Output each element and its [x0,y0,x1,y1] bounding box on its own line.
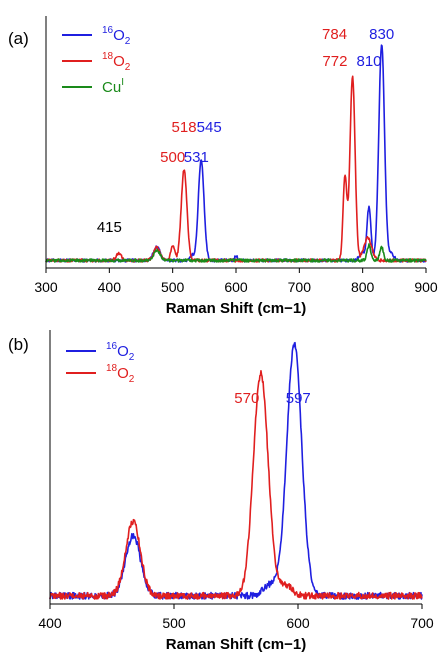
x-tick-label: 600 [224,279,248,295]
legend-label: 18O2 [106,363,135,385]
x-tick-label: 700 [410,615,434,631]
legend-label: 16O2 [102,25,131,47]
x-tick-label: 500 [161,279,185,295]
peak-annotation: 772 [322,53,347,70]
x-axis-title: Raman Shift (cm−1) [166,300,306,317]
x-tick-label: 800 [351,279,375,295]
peak-annotation: 810 [356,53,381,70]
peak-annotation: 518 [172,119,197,136]
peak-annotation: 500 [160,149,185,166]
series-line [45,243,427,263]
panel-b: (b) 400 500 600 700 Raman Shift (cm−1) 16O218O… [8,330,434,653]
peak-annotation: 830 [369,26,394,43]
legend-label: 16O2 [106,341,135,363]
x-tick-label: 300 [34,279,58,295]
panel-label: (b) [8,335,29,354]
panel-a: (a) 300 400 500 600 700 800 900 Raman Shift (cm−… [8,16,438,317]
peak-annotation: 784 [322,26,347,43]
series-line [49,369,423,600]
series-line [49,341,423,600]
peak-annotation: 597 [286,390,311,407]
x-tick-label: 500 [162,615,186,631]
x-tick-label: 400 [38,615,62,631]
x-tick-label: 700 [288,279,312,295]
x-tick-label: 900 [414,279,438,295]
x-axis-title: Raman Shift (cm−1) [166,636,306,653]
x-tick-label: 400 [98,279,122,295]
peak-annotation: 415 [97,219,122,236]
legend-label: CuI [102,77,124,96]
peak-annotation: 570 [234,390,259,407]
peak-annotation: 531 [184,149,209,166]
peak-annotation: 545 [197,119,222,136]
legend-label: 18O2 [102,51,131,73]
x-tick-label: 600 [286,615,310,631]
panel-label: (a) [8,29,29,48]
